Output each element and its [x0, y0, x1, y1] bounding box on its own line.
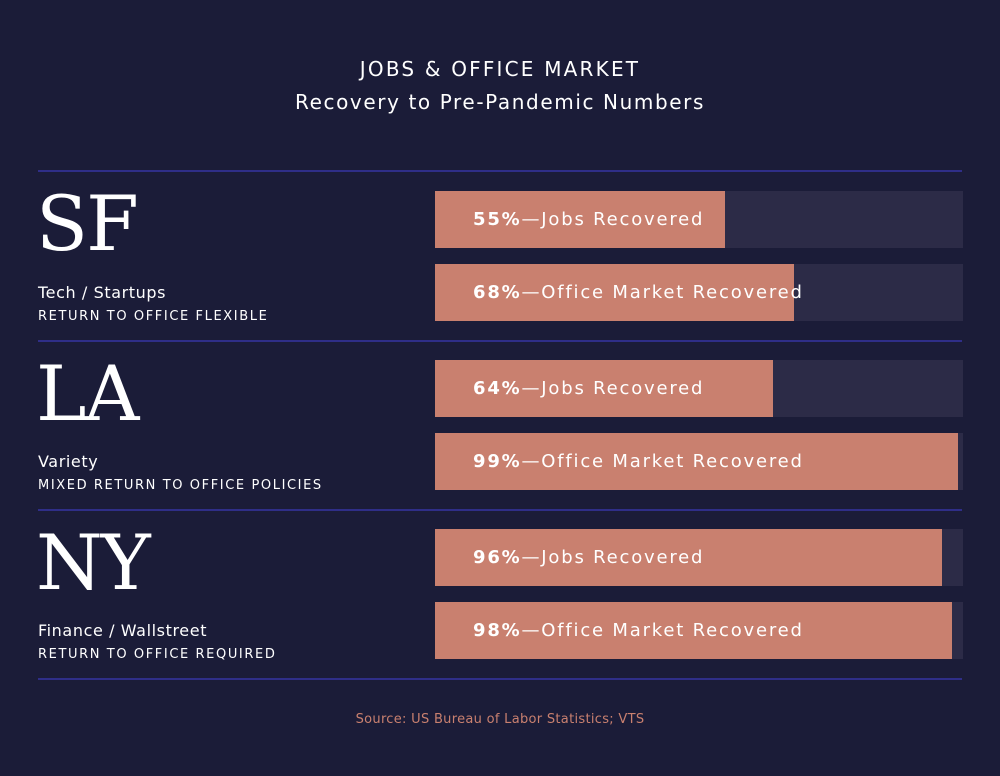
bar-metric-label: Jobs Recovered: [541, 547, 705, 568]
bar-fill: [435, 529, 942, 586]
sector-label: Finance / Wallstreet: [38, 621, 208, 640]
city-name: LA: [36, 349, 139, 438]
bar-track: 68%—Office Market Recovered: [435, 264, 963, 321]
bar-metric-label: Jobs Recovered: [541, 209, 705, 230]
policy-label: RETURN TO OFFICE REQUIRED: [38, 647, 277, 662]
dash-separator: —: [521, 209, 542, 230]
policy-label: RETURN TO OFFICE FLEXIBLE: [38, 309, 269, 324]
sector-label: Tech / Startups: [38, 283, 167, 302]
bar-fill: [435, 602, 953, 659]
dash-separator: —: [521, 620, 542, 641]
bar-value-label: 55%: [473, 209, 522, 230]
dash-separator: —: [521, 282, 542, 303]
source-note: Source: US Bureau of Labor Statistics; V…: [355, 712, 645, 727]
policy-label: MIXED RETURN TO OFFICE POLICIES: [38, 478, 323, 493]
bar-value-label: 98%: [473, 620, 522, 641]
bar-value-label: 68%: [473, 282, 522, 303]
divider: [38, 340, 962, 342]
bar-label: 64%—Jobs Recovered: [473, 360, 704, 417]
dash-separator: —: [521, 451, 542, 472]
bar-fill: [435, 433, 958, 490]
bar-track: 96%—Jobs Recovered: [435, 529, 963, 586]
bar-track: 98%—Office Market Recovered: [435, 602, 963, 659]
dash-separator: —: [521, 547, 542, 568]
bar-label: 98%—Office Market Recovered: [473, 602, 804, 659]
divider: [38, 170, 962, 172]
dash-separator: —: [521, 378, 542, 399]
bar-fill: [435, 360, 773, 417]
bar-fill: [435, 264, 795, 321]
bar-metric-label: Jobs Recovered: [541, 378, 705, 399]
bar-track: 99%—Office Market Recovered: [435, 433, 963, 490]
bar-metric-label: Office Market Recovered: [541, 451, 804, 472]
bar-value-label: 96%: [473, 547, 522, 568]
bar-label: 68%—Office Market Recovered: [473, 264, 804, 321]
bar-track: 55%—Jobs Recovered: [435, 191, 963, 248]
bar-label: 99%—Office Market Recovered: [473, 433, 804, 490]
bar-label: 55%—Jobs Recovered: [473, 191, 704, 248]
sector-label: Variety: [38, 452, 99, 471]
bar-fill: [435, 191, 726, 248]
divider: [38, 509, 962, 511]
bar-value-label: 64%: [473, 378, 522, 399]
city-name: NY: [36, 518, 151, 607]
bar-label: 96%—Jobs Recovered: [473, 529, 704, 586]
chart-subtitle: Recovery to Pre-Pandemic Numbers: [295, 90, 705, 114]
city-name: SF: [36, 179, 139, 268]
bar-value-label: 99%: [473, 451, 522, 472]
chart-title: JOBS & OFFICE MARKET: [359, 57, 641, 81]
divider: [38, 678, 962, 680]
bar-metric-label: Office Market Recovered: [541, 620, 804, 641]
bar-track: 64%—Jobs Recovered: [435, 360, 963, 417]
bar-metric-label: Office Market Recovered: [541, 282, 804, 303]
